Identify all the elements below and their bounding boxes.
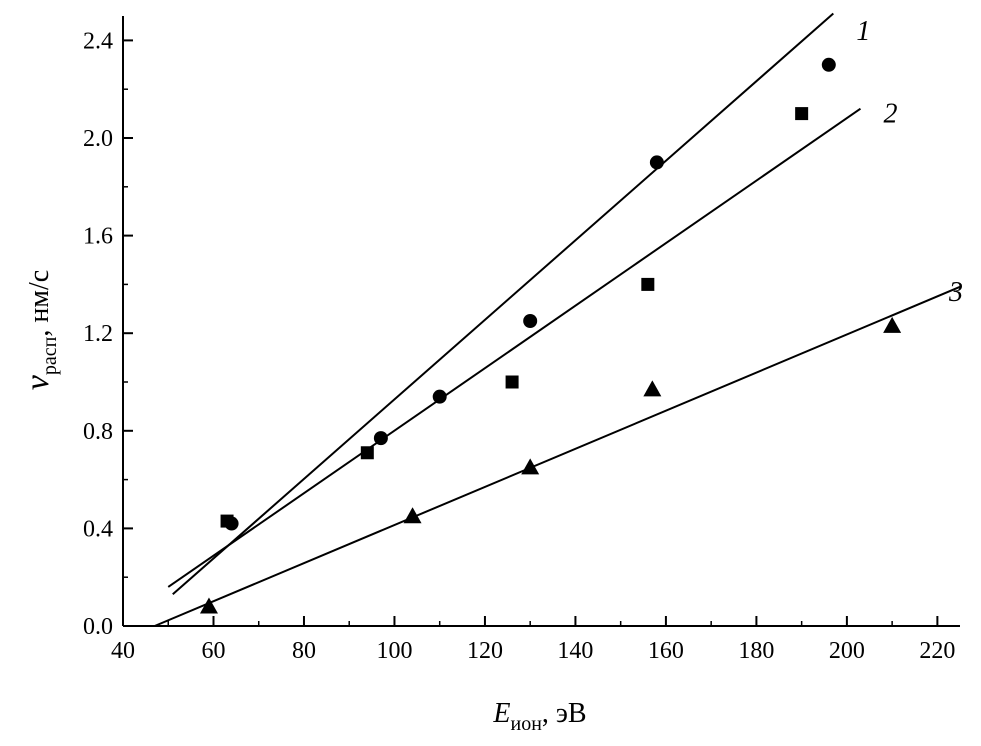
x-tick-label: 220 (919, 638, 955, 664)
y-tick-label: 0.4 (83, 516, 113, 542)
fit-line-3 (154, 285, 961, 627)
x-tick-label: 100 (376, 638, 412, 664)
y-tick-label: 1.2 (83, 321, 113, 347)
series-label-1: 1 (856, 16, 870, 47)
x-axis-title-rest: , эВ (542, 698, 587, 729)
fit-line-2 (167, 107, 862, 588)
markers (199, 57, 902, 614)
x-tick-label: 200 (829, 638, 865, 664)
y-axis-title: vрасп, нм/с (19, 270, 61, 390)
x-axis-title-main: E (492, 698, 510, 729)
data-point-triangle (403, 507, 422, 524)
data-point-square (220, 514, 234, 528)
data-point-square (795, 107, 809, 121)
x-tick-label: 180 (738, 638, 774, 664)
y-axis-title-main: v (19, 374, 56, 390)
data-point-circle (432, 389, 447, 404)
data-point-square (360, 446, 374, 460)
x-tick-label: 140 (557, 638, 593, 664)
x-axis-title: Eион, эВ (492, 698, 586, 735)
ticks: 40 60 80 100 120 140 160 180 200 220 0.0 0.4 0.8 1.2 1… (83, 28, 955, 664)
y-tick-label: 0.0 (83, 614, 113, 640)
x-tick-label: 40 (111, 638, 135, 664)
x-tick-label: 120 (467, 638, 503, 664)
y-tick-label: 2.0 (83, 126, 113, 152)
x-tick-label: 80 (292, 638, 316, 664)
y-tick-label: 1.6 (83, 224, 113, 250)
series-labels: 1 2 3 (856, 16, 963, 308)
x-tick-label: 160 (648, 638, 684, 664)
y-axis-title-sub: расп (39, 336, 61, 375)
fit-lines (154, 12, 961, 627)
x-axis-title-sub: ион (511, 713, 543, 735)
data-point-circle (523, 314, 538, 328)
y-axis-title-rest: , нм/с (24, 270, 55, 337)
fit-line-1 (172, 12, 834, 596)
data-point-square (505, 375, 519, 389)
x-tick-label: 60 (201, 638, 225, 664)
plot-frame (122, 16, 960, 627)
data-point-triangle (643, 380, 662, 397)
data-point-circle (373, 431, 388, 446)
data-point-triangle (883, 316, 902, 333)
data-point-triangle (521, 458, 540, 475)
series-label-2: 2 (883, 99, 897, 130)
data-point-circle (821, 57, 836, 72)
data-point-circle (649, 155, 664, 170)
y-tick-label: 0.8 (83, 419, 113, 445)
data-point-square (641, 277, 655, 291)
series-label-3: 3 (948, 277, 963, 308)
data-point-triangle (199, 597, 218, 614)
y-tick-label: 2.4 (83, 28, 113, 54)
